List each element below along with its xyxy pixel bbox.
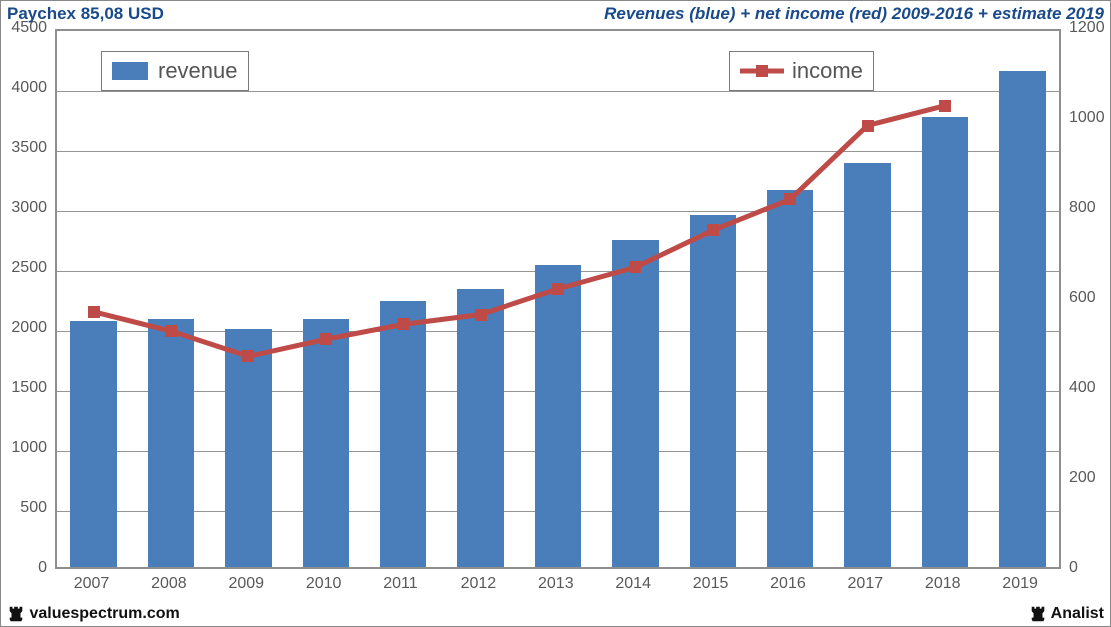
x-tick-label: 2014 bbox=[615, 575, 651, 593]
x-tick-label: 2018 bbox=[925, 575, 961, 593]
y-left-tick-label: 4500 bbox=[11, 19, 47, 37]
x-tick-label: 2019 bbox=[1002, 575, 1038, 593]
income-marker bbox=[629, 261, 641, 273]
footer-right-text: Analist bbox=[1051, 605, 1104, 622]
title-right: Revenues (blue) + net income (red) 2009-… bbox=[604, 4, 1104, 24]
legend-income: income bbox=[729, 51, 874, 91]
income-marker bbox=[242, 350, 254, 362]
y-left-tick-label: 3000 bbox=[11, 199, 47, 217]
y-left-tick-label: 500 bbox=[20, 499, 47, 517]
y-left-tick-label: 1000 bbox=[11, 439, 47, 457]
y-right-tick-label: 800 bbox=[1069, 199, 1096, 217]
chart-container: Paychex 85,08 USD Revenues (blue) + net … bbox=[0, 0, 1111, 627]
legend-label-revenue: revenue bbox=[158, 58, 238, 84]
legend-swatch-income bbox=[740, 62, 784, 80]
y-right-tick-label: 400 bbox=[1069, 379, 1096, 397]
income-marker bbox=[165, 325, 177, 337]
x-tick-label: 2017 bbox=[848, 575, 884, 593]
footer-left: valuespectrum.com bbox=[7, 605, 180, 623]
legend-revenue: revenue bbox=[101, 51, 249, 91]
y-left-tick-label: 2000 bbox=[11, 319, 47, 337]
footer-right: Analist bbox=[1029, 605, 1104, 623]
y-right-tick-label: 200 bbox=[1069, 469, 1096, 487]
income-marker bbox=[397, 318, 409, 330]
rook-icon bbox=[1029, 605, 1047, 623]
y-right-tick-label: 600 bbox=[1069, 289, 1096, 307]
x-tick-label: 2008 bbox=[151, 575, 187, 593]
income-marker bbox=[552, 283, 564, 295]
y-left-tick-label: 4000 bbox=[11, 79, 47, 97]
x-tick-label: 2010 bbox=[306, 575, 342, 593]
x-tick-label: 2011 bbox=[383, 575, 417, 593]
legend-label-income: income bbox=[792, 58, 863, 84]
footer: valuespectrum.com Analist bbox=[1, 602, 1110, 626]
x-tick-label: 2015 bbox=[693, 575, 729, 593]
x-tick-label: 2013 bbox=[538, 575, 574, 593]
y-right-tick-label: 1200 bbox=[1069, 19, 1105, 37]
income-marker bbox=[88, 306, 100, 318]
y-left-tick-label: 3500 bbox=[11, 139, 47, 157]
x-tick-label: 2016 bbox=[770, 575, 806, 593]
x-tick-label: 2009 bbox=[228, 575, 264, 593]
x-tick-label: 2012 bbox=[461, 575, 497, 593]
income-marker bbox=[939, 100, 951, 112]
y-left-tick-label: 0 bbox=[38, 559, 47, 577]
y-right-tick-label: 1000 bbox=[1069, 109, 1105, 127]
income-marker bbox=[784, 193, 796, 205]
rook-icon bbox=[7, 605, 25, 623]
chart-header: Paychex 85,08 USD Revenues (blue) + net … bbox=[1, 1, 1110, 27]
income-marker bbox=[862, 120, 874, 132]
y-left-tick-label: 2500 bbox=[11, 259, 47, 277]
income-marker bbox=[707, 224, 719, 236]
y-left-tick-label: 1500 bbox=[11, 379, 47, 397]
y-right-tick-label: 0 bbox=[1069, 559, 1078, 577]
legend-swatch-revenue bbox=[112, 62, 148, 80]
plot-area bbox=[55, 29, 1061, 569]
income-marker bbox=[320, 333, 332, 345]
income-marker bbox=[475, 309, 487, 321]
income-line bbox=[55, 31, 1061, 571]
footer-left-text: valuespectrum.com bbox=[29, 605, 179, 622]
x-tick-label: 2007 bbox=[74, 575, 110, 593]
